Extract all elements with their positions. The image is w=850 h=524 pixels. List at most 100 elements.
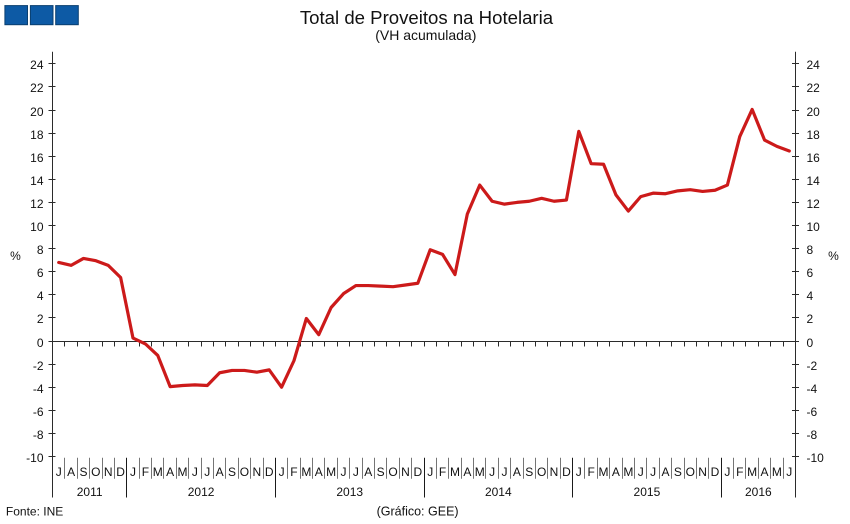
svg-text:2016: 2016 — [745, 485, 772, 499]
svg-text:M: M — [475, 465, 485, 479]
svg-text:J: J — [204, 465, 210, 479]
svg-text:M: M — [153, 465, 163, 479]
svg-text:D: D — [413, 465, 422, 479]
svg-text:J: J — [501, 465, 507, 479]
svg-text:-4: -4 — [33, 382, 44, 396]
svg-text:22: 22 — [807, 81, 821, 95]
svg-text:S: S — [525, 465, 533, 479]
svg-text:-8: -8 — [807, 428, 818, 442]
svg-text:14: 14 — [807, 174, 821, 188]
svg-text:2: 2 — [807, 312, 814, 326]
svg-text:18: 18 — [807, 128, 821, 142]
svg-text:16: 16 — [807, 151, 821, 165]
svg-text:22: 22 — [30, 81, 44, 95]
svg-text:F: F — [142, 465, 149, 479]
svg-text:6: 6 — [807, 266, 814, 280]
svg-text:A: A — [513, 465, 521, 479]
svg-text:-10: -10 — [807, 451, 825, 465]
svg-text:M: M — [450, 465, 460, 479]
svg-text:-10: -10 — [26, 451, 44, 465]
svg-text:A: A — [216, 465, 224, 479]
svg-text:2015: 2015 — [634, 485, 661, 499]
svg-text:-8: -8 — [33, 428, 44, 442]
svg-text:J: J — [341, 465, 347, 479]
svg-text:O: O — [240, 465, 249, 479]
svg-text:A: A — [661, 465, 669, 479]
svg-text:A: A — [315, 465, 323, 479]
svg-text:(VH acumulada): (VH acumulada) — [375, 27, 476, 43]
svg-text:(Gráfico: GEE): (Gráfico: GEE) — [377, 504, 459, 518]
svg-text:D: D — [116, 465, 125, 479]
svg-text:2: 2 — [37, 312, 44, 326]
svg-text:N: N — [252, 465, 261, 479]
svg-text:20: 20 — [30, 105, 44, 119]
svg-text:0: 0 — [807, 336, 814, 350]
svg-text:J: J — [56, 465, 62, 479]
svg-text:F: F — [587, 465, 594, 479]
svg-text:F: F — [290, 465, 297, 479]
svg-text:16: 16 — [30, 151, 44, 165]
svg-text:-4: -4 — [807, 382, 818, 396]
svg-text:Fonte: INE: Fonte: INE — [6, 504, 63, 518]
svg-text:A: A — [364, 465, 372, 479]
svg-text:N: N — [401, 465, 410, 479]
svg-text:-2: -2 — [33, 359, 44, 373]
svg-text:-6: -6 — [807, 405, 818, 419]
svg-text:8: 8 — [37, 243, 44, 257]
svg-text:J: J — [279, 465, 285, 479]
svg-text:J: J — [576, 465, 582, 479]
svg-text:10: 10 — [30, 220, 44, 234]
svg-text:A: A — [463, 465, 471, 479]
svg-text:A: A — [166, 465, 174, 479]
svg-text:Total de Proveitos na Hotelari: Total de Proveitos na Hotelaria — [300, 7, 554, 28]
svg-text:J: J — [353, 465, 359, 479]
svg-text:J: J — [489, 465, 495, 479]
svg-text:D: D — [711, 465, 720, 479]
svg-text:10: 10 — [807, 220, 821, 234]
svg-text:24: 24 — [30, 58, 44, 72]
svg-text:O: O — [686, 465, 695, 479]
svg-text:M: M — [747, 465, 757, 479]
svg-text:J: J — [724, 465, 730, 479]
svg-text:8: 8 — [807, 243, 814, 257]
svg-text:2012: 2012 — [188, 485, 215, 499]
svg-text:4: 4 — [807, 289, 814, 303]
svg-text:D: D — [265, 465, 274, 479]
svg-text:J: J — [427, 465, 433, 479]
svg-text:M: M — [326, 465, 336, 479]
svg-text:J: J — [786, 465, 792, 479]
svg-text:2011: 2011 — [77, 485, 103, 499]
svg-text:-2: -2 — [807, 359, 818, 373]
svg-text:14: 14 — [30, 174, 44, 188]
svg-text:N: N — [698, 465, 707, 479]
svg-text:A: A — [612, 465, 620, 479]
svg-text:M: M — [178, 465, 188, 479]
svg-text:M: M — [301, 465, 311, 479]
svg-text:M: M — [599, 465, 609, 479]
svg-text:J: J — [650, 465, 656, 479]
svg-text:J: J — [638, 465, 644, 479]
svg-text:12: 12 — [807, 197, 821, 211]
svg-text:%: % — [10, 249, 21, 263]
svg-text:S: S — [377, 465, 385, 479]
svg-text:S: S — [228, 465, 236, 479]
svg-text:F: F — [439, 465, 446, 479]
svg-text:M: M — [772, 465, 782, 479]
svg-text:24: 24 — [807, 58, 821, 72]
svg-text:4: 4 — [37, 289, 44, 303]
svg-text:N: N — [550, 465, 559, 479]
svg-text:O: O — [388, 465, 397, 479]
svg-text:12: 12 — [30, 197, 44, 211]
svg-text:2014: 2014 — [485, 485, 512, 499]
svg-text:0: 0 — [37, 336, 44, 350]
svg-text:D: D — [562, 465, 571, 479]
svg-text:N: N — [104, 465, 113, 479]
svg-text:-6: -6 — [33, 405, 44, 419]
svg-text:F: F — [736, 465, 743, 479]
svg-text:J: J — [192, 465, 198, 479]
svg-text:%: % — [828, 249, 839, 263]
svg-text:20: 20 — [807, 105, 821, 119]
svg-text:2013: 2013 — [336, 485, 363, 499]
svg-text:J: J — [130, 465, 136, 479]
svg-text:M: M — [623, 465, 633, 479]
